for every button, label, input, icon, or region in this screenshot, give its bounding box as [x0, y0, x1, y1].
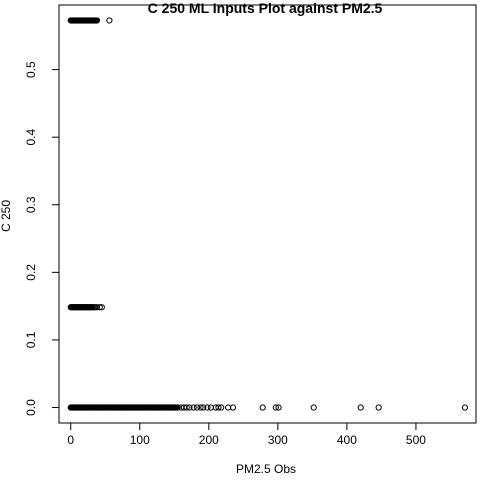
x-tick-label: 100 — [130, 433, 150, 447]
data-point — [229, 404, 237, 411]
x-axis: 0 100 200 300 400 500 — [67, 422, 426, 447]
x-tick-label: 0 — [67, 433, 74, 447]
data-point — [174, 404, 181, 411]
y-axis-label: C 250 — [0, 200, 13, 232]
data-point — [186, 404, 193, 411]
data-point — [197, 404, 204, 411]
y-axis: 0.0 0.1 0.2 0.3 0.4 0.5 — [24, 61, 60, 416]
y-tick-label: 0.2 — [24, 264, 38, 281]
data-point — [275, 404, 282, 411]
data-point — [190, 404, 197, 411]
plot-frame — [58, 4, 477, 424]
data-point — [218, 404, 225, 411]
data-point — [96, 304, 103, 311]
data-point — [272, 404, 279, 411]
x-tick-label: 500 — [406, 433, 426, 447]
x-tick-label: 200 — [199, 433, 219, 447]
data-point — [93, 17, 101, 24]
y-tick-label: 0.1 — [24, 331, 38, 348]
data-point — [204, 404, 211, 411]
x-axis-label: PM2.5 Obs — [236, 462, 296, 476]
data-point — [106, 17, 113, 24]
data-point — [193, 404, 201, 411]
data-point — [357, 404, 364, 411]
y-tick-label: 0.0 — [24, 399, 38, 416]
data-point — [310, 404, 317, 411]
x-tick-label: 400 — [337, 433, 357, 447]
data-point — [215, 404, 222, 411]
data-point — [461, 404, 469, 411]
data-point — [98, 304, 105, 311]
data-point — [183, 404, 190, 411]
y-tick-label: 0.5 — [24, 61, 38, 78]
y-tick-label: 0.4 — [24, 129, 38, 146]
data-points — [67, 17, 469, 411]
chart-title: C 250 ML Inputs Plot against PM2.5 — [148, 0, 383, 16]
data-point — [375, 404, 382, 411]
x-tick-label: 300 — [268, 433, 288, 447]
data-point — [259, 404, 266, 411]
data-point — [200, 404, 207, 411]
y-tick-label: 0.3 — [24, 196, 38, 213]
